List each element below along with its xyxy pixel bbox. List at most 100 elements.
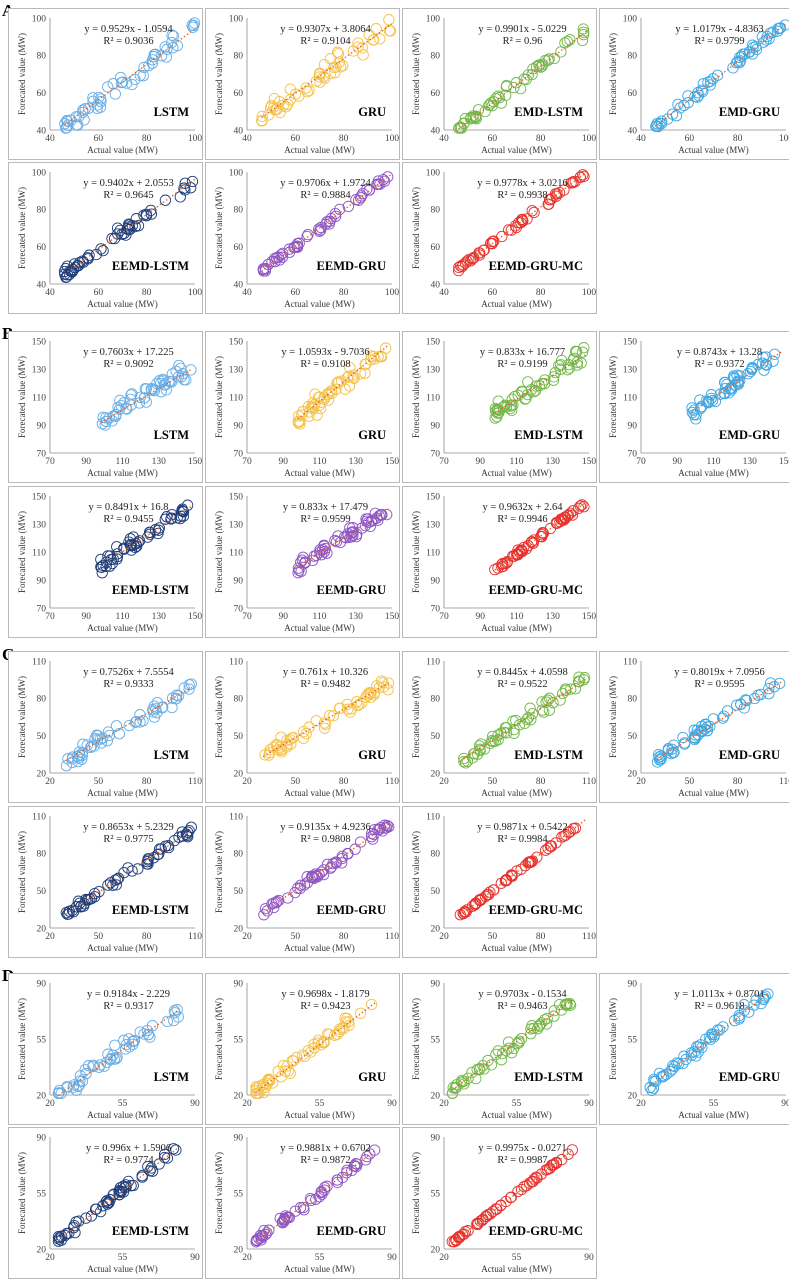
scatter-point xyxy=(90,1203,102,1215)
x-tick-label: 40 xyxy=(45,134,55,144)
scatter-point xyxy=(750,994,762,1006)
scatter-point xyxy=(63,908,75,920)
y-tick-label: 20 xyxy=(234,1091,244,1101)
scatter-point xyxy=(256,110,268,123)
scatter-point xyxy=(670,110,683,122)
scatter-point xyxy=(703,1031,716,1044)
scatter-point xyxy=(296,409,308,421)
scatter-point xyxy=(495,1054,508,1066)
scatter-point xyxy=(743,1006,755,1018)
x-axis-label: Actual value (MW) xyxy=(678,468,748,478)
model-name: EEMD-LSTM xyxy=(112,903,189,917)
scatter-point xyxy=(166,29,178,41)
scatter-point xyxy=(508,727,520,739)
scatter-point xyxy=(300,727,312,740)
model-name: EEMD-GRU-MC xyxy=(489,583,583,597)
scatter-point xyxy=(324,215,336,227)
r-squared: R² = 0.9423 xyxy=(300,1001,350,1012)
scatter-point xyxy=(167,30,180,42)
x-tick-label: 20 xyxy=(242,1099,252,1109)
x-tick-label: 110 xyxy=(510,612,524,622)
scatter-point xyxy=(166,368,178,380)
scatter-point xyxy=(458,752,470,765)
x-tick-label: 90 xyxy=(279,612,289,622)
y-tick-label: 130 xyxy=(229,365,244,375)
scatter-point xyxy=(544,522,557,535)
scatter-point xyxy=(524,702,536,714)
scatter-point xyxy=(318,722,331,734)
scatter-point xyxy=(58,265,71,278)
y-tick-label: 130 xyxy=(32,365,47,375)
scatter-point xyxy=(500,89,512,101)
trend-line xyxy=(458,28,590,130)
x-tick-label: 80 xyxy=(733,134,743,144)
trend-line xyxy=(261,173,393,273)
scatter-point xyxy=(367,833,379,845)
scatter-point xyxy=(160,384,172,396)
scatter-point xyxy=(323,1028,335,1040)
y-tick-label: 70 xyxy=(37,604,47,614)
y-tick-label: 20 xyxy=(628,1091,638,1101)
scatter-point xyxy=(528,534,540,546)
y-tick-label: 100 xyxy=(426,168,441,178)
model-name: EMD-LSTM xyxy=(514,1070,583,1084)
r-squared: R² = 0.9774 xyxy=(103,1155,154,1166)
model-name: EEMD-LSTM xyxy=(112,1224,189,1238)
scatter-point xyxy=(171,689,183,701)
scatter-point xyxy=(107,1189,119,1201)
scatter-point xyxy=(371,680,383,692)
scatter-point xyxy=(727,62,739,74)
model-name: GRU xyxy=(358,1070,386,1084)
scatter-point xyxy=(450,1082,462,1094)
scatter-point xyxy=(97,559,109,572)
y-axis-label: Forecated value (MW) xyxy=(214,676,224,758)
x-tick-label: 60 xyxy=(488,288,498,298)
model-name: GRU xyxy=(358,105,386,119)
y-tick-label: 60 xyxy=(37,243,47,253)
scatter-point xyxy=(523,1177,536,1189)
scatter-point xyxy=(80,893,92,906)
scatter-point xyxy=(453,1231,466,1244)
y-tick-label: 70 xyxy=(628,449,638,459)
x-tick-label: 110 xyxy=(510,457,524,467)
y-axis-label: Forecated value (MW) xyxy=(17,356,27,438)
x-tick-label: 80 xyxy=(536,134,546,144)
scatter-point xyxy=(118,543,130,555)
r-squared: R² = 0.9092 xyxy=(103,359,153,370)
scatter-point xyxy=(284,1067,296,1079)
scatter-point xyxy=(539,55,551,67)
y-axis-label: Forecated value (MW) xyxy=(214,511,224,593)
scatter-point xyxy=(68,1079,80,1091)
scatter-point xyxy=(62,753,74,765)
y-tick-label: 130 xyxy=(229,520,244,530)
scatter-point xyxy=(181,829,193,842)
scatter-point xyxy=(758,364,770,376)
scatter-point xyxy=(314,76,326,88)
scatter-point xyxy=(383,14,395,26)
scatter-point xyxy=(530,380,542,392)
x-tick-label: 50 xyxy=(488,777,498,787)
scatter-point xyxy=(294,1202,307,1214)
scatter-point xyxy=(363,29,375,41)
scatter-point xyxy=(365,515,378,527)
scatter-point xyxy=(102,81,114,93)
trend-equation: y = 0.9632x + 2.64 xyxy=(482,502,563,513)
model-name: EEMD-GRU xyxy=(317,259,386,273)
scatter-point xyxy=(93,1061,105,1073)
x-tick-label: 80 xyxy=(142,932,152,942)
x-tick-label: 130 xyxy=(152,457,167,467)
scatter-point xyxy=(303,84,315,97)
scatter-point xyxy=(341,371,354,384)
scatter-point xyxy=(752,358,764,371)
scatter-point xyxy=(125,539,138,551)
scatter-point xyxy=(464,113,477,125)
scatter-point xyxy=(90,729,103,741)
scatter-point xyxy=(303,406,316,418)
scatter-point xyxy=(172,371,185,383)
scatter-point xyxy=(485,97,497,109)
scatter-point xyxy=(708,1031,720,1043)
